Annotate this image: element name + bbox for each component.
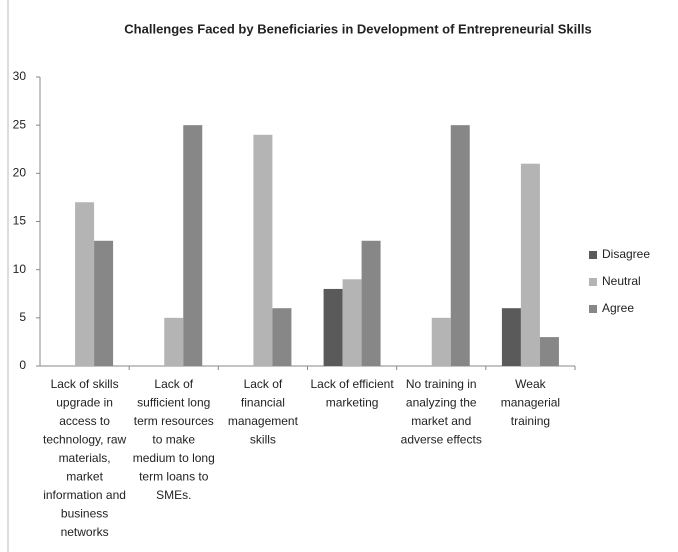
legend-swatch xyxy=(589,251,597,259)
legend-label: Disagree xyxy=(602,247,650,261)
y-tick-label: 0 xyxy=(19,358,26,372)
bar xyxy=(431,317,451,366)
bar xyxy=(253,134,273,366)
legend-label: Agree xyxy=(602,301,634,315)
bar xyxy=(450,125,470,367)
y-tick-label: 20 xyxy=(13,166,27,180)
bar xyxy=(75,202,95,366)
x-tick-label: No training in analyzing the market and adv… xyxy=(401,377,482,447)
legend-label: Neutral xyxy=(602,274,641,288)
bar xyxy=(539,337,559,366)
y-tick-label: 10 xyxy=(13,262,27,276)
bar xyxy=(183,125,203,367)
y-tick-label: 25 xyxy=(13,117,27,131)
bar xyxy=(361,240,381,366)
bar xyxy=(94,240,114,366)
y-tick-label: 5 xyxy=(19,310,26,324)
x-tick-label: Lack of efficient marketing xyxy=(310,377,394,410)
bar xyxy=(272,308,292,366)
legend-swatch xyxy=(589,305,597,313)
bar xyxy=(501,308,521,366)
bar xyxy=(520,163,540,366)
x-tick-label: Weak managerial training xyxy=(501,377,560,428)
bar xyxy=(342,279,362,366)
x-tick-label: Lack of skills upgrade in access to technol… xyxy=(43,377,126,539)
bar xyxy=(323,288,343,366)
y-tick-label: 30 xyxy=(13,69,27,83)
bar xyxy=(164,317,184,366)
legend-swatch xyxy=(589,278,597,286)
y-tick-label: 15 xyxy=(13,214,27,228)
chart-title: Challenges Faced by Beneficiaries in Dev… xyxy=(124,21,591,36)
x-tick-label: Lack of sufficient long term resources to m… xyxy=(133,377,215,502)
x-tick-label: Lack of financial management skills xyxy=(228,377,299,447)
